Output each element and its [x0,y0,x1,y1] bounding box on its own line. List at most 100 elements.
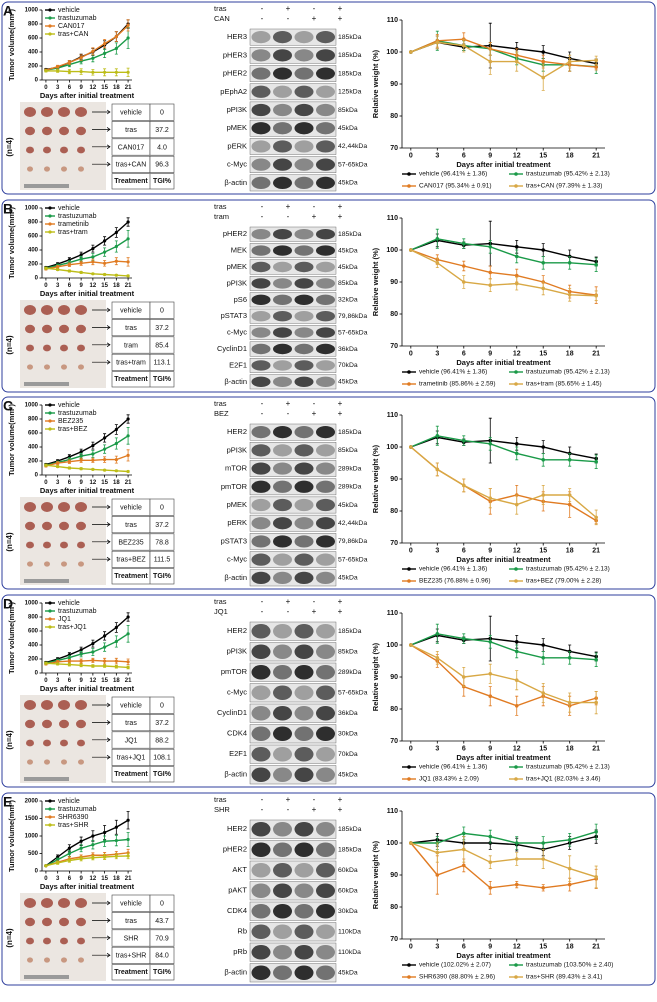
treatment-sign: - [261,805,264,814]
data-point [409,248,413,252]
blot-band [251,140,271,153]
tumor [77,344,85,352]
x-tick-label: 3 [435,351,439,358]
data-point [44,463,48,467]
blot-strip [249,901,337,921]
blot-strip [249,65,337,82]
x-tick-label: 21 [125,480,132,486]
tumor [24,305,36,315]
legend-marker [514,370,518,374]
molecular-weight: 42,44kDa [338,520,367,527]
blot-strip [249,423,337,441]
y-tick-label: 600 [28,431,39,437]
data-point [67,269,71,273]
protein-label: CyclinD1 [217,344,247,353]
tumor [25,521,35,531]
blot-band [294,685,314,700]
data-point [461,675,466,679]
data-point [567,293,572,297]
blot-band [294,842,314,857]
blot-band [273,31,292,44]
treatment-name: tras+SHR [116,953,147,960]
y-tick-label: 1500 [25,816,39,822]
legend-label: vehicle [58,798,80,805]
x-axis-label: Days after initial treatment [456,358,551,367]
data-point [435,632,440,636]
x-tick-label: 12 [513,548,521,555]
legend-label: trastuzumab [58,213,97,220]
blot-band [251,49,271,62]
legend-marker [514,172,518,176]
legend-label: trametinib [58,221,89,228]
x-tick-label: 9 [488,153,492,160]
series-line [410,842,597,878]
tumor [41,502,53,512]
treatment-sign: - [313,597,316,606]
y-tick-label: 80 [390,311,398,318]
blot-band [273,706,292,721]
data-point [79,458,83,462]
arrow [92,556,111,562]
blot-strip [249,514,337,532]
protein-label: pMEK [227,262,247,271]
data-point [79,270,83,274]
data-point [126,23,130,27]
tgi-value: 113.1 [154,360,171,367]
data-point [67,60,71,65]
blot-strip [249,662,337,682]
data-point [103,458,107,462]
protein-label: CDK4 [227,906,247,915]
series-line [410,435,597,463]
x-tick-label: 0 [44,876,48,882]
data-point [541,261,546,265]
tgi-value: 0 [160,505,164,512]
treatment-name: CAN017 [118,144,145,151]
y-tick-label: 1000 [25,206,39,212]
data-point [114,259,118,263]
blot-band [294,767,314,782]
blot-band [294,426,314,439]
y-tick-label: 1000 [25,403,39,409]
data-point [488,834,493,839]
data-point [126,434,130,438]
tumor [41,305,53,315]
table-header-label: TGI% [153,573,172,580]
treatment-sign: + [286,399,291,408]
legend-marker [48,16,52,20]
panel-border [1,199,656,393]
tumor [43,937,51,945]
treatment-name: tras [125,720,137,727]
molecular-weight: 45kDa [338,575,358,582]
blot-band [251,842,271,857]
data-point [541,59,546,64]
blot-band [251,85,271,98]
data-point [79,648,83,652]
blot-band [294,85,314,98]
series-line [45,37,129,71]
blot-band [294,624,314,639]
data-point [103,659,107,663]
data-point [541,50,546,54]
ruler [24,382,69,386]
blot-band [316,535,335,548]
tumor [76,126,86,136]
x-tick-label: 12 [90,283,97,289]
x-tick-label: 12 [90,85,97,91]
blot-strip [249,357,337,373]
y-axis-label: Tumor volume(mm³) [7,602,16,674]
blot-band [273,883,292,898]
table-cell [149,550,175,568]
blot-band [294,176,314,189]
blot-band [273,261,292,273]
protein-label: Rb [237,927,247,936]
legend-label: vehicle (96.41% ± 1.36) [419,764,487,771]
treatment-sign: - [287,409,290,418]
blot-band [251,311,271,322]
treatment-label: tras [214,795,227,804]
tumor [24,898,36,908]
x-axis-label: Days after initial treatment [456,951,551,960]
legend-marker [48,222,52,226]
data-point [594,657,598,662]
